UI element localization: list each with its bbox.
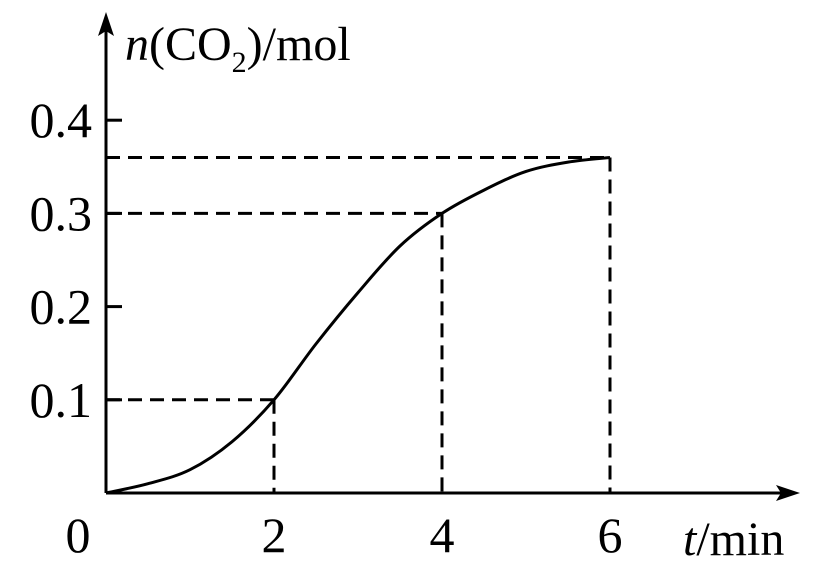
axes xyxy=(98,12,800,501)
x-axis-unit: /min xyxy=(696,513,784,565)
x-tick-label: 4 xyxy=(430,507,455,563)
y-tick-label: 0.2 xyxy=(30,279,93,335)
series-line xyxy=(105,155,611,495)
y-axis-unit: /mol xyxy=(263,18,351,71)
y-axis-arrow xyxy=(98,12,114,36)
y-axis-paren-close: ) xyxy=(247,18,263,71)
y-tick-label: 0.3 xyxy=(30,185,93,241)
data-series xyxy=(105,155,611,495)
x-axis-label: t/min xyxy=(683,513,784,565)
guide-lines xyxy=(106,155,612,493)
x-axis-arrow xyxy=(776,485,800,501)
y-axis-subscript: 2 xyxy=(232,46,247,79)
origin-label: 0 xyxy=(66,507,91,563)
y-axis-paren-open: ( xyxy=(149,18,165,71)
x-tick-label: 2 xyxy=(262,507,287,563)
y-axis-label: n(CO2)/mol xyxy=(125,18,351,79)
tick-labels: 0.1 0.2 0.3 0.4 2 4 6 xyxy=(30,92,623,563)
x-axis-var: t xyxy=(683,513,698,565)
y-tick-label: 0.1 xyxy=(30,372,93,428)
y-axis-var: n xyxy=(125,18,149,71)
y-axis-species: CO xyxy=(165,18,232,71)
x-tick-label: 6 xyxy=(598,507,623,563)
y-tick-label: 0.4 xyxy=(30,92,93,148)
